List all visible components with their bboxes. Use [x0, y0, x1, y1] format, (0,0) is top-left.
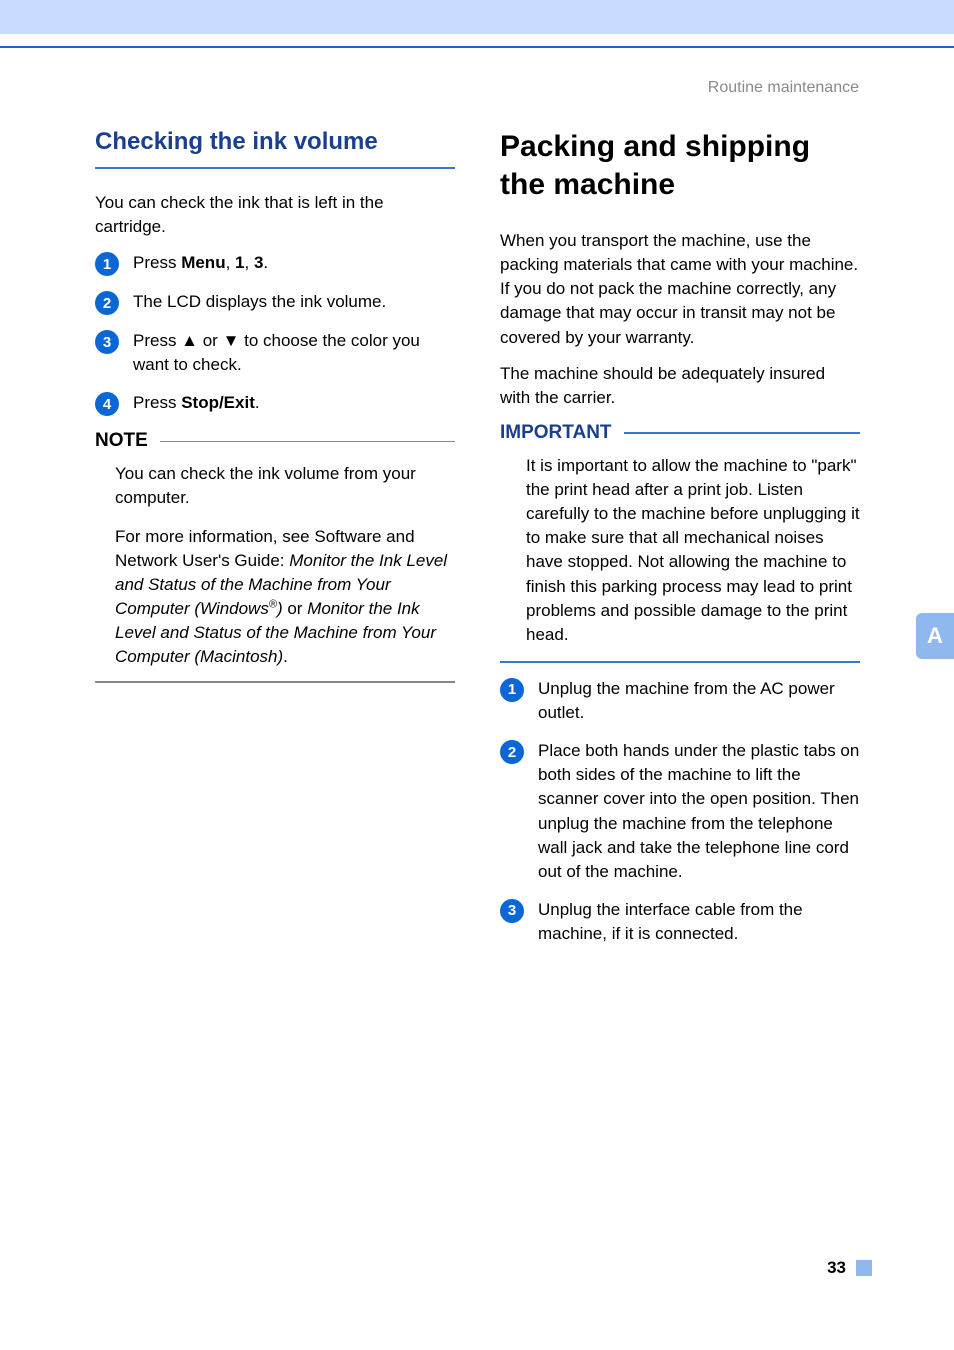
step-row: 3 Press ▲ or ▼ to choose the color you w…	[95, 329, 455, 377]
note-bottom-rule	[95, 681, 455, 683]
step-row: 1 Unplug the machine from the AC power o…	[500, 677, 860, 725]
step-row: 4 Press Stop/Exit.	[95, 391, 455, 416]
h1-packing: Packing and shipping the machine	[500, 128, 860, 203]
menu-key: 3	[254, 253, 263, 272]
step-text: Press Stop/Exit.	[133, 391, 455, 415]
step-text: Place both hands under the plastic tabs …	[538, 739, 860, 884]
menu-key: 1	[235, 253, 244, 272]
step-text: Press ▲ or ▼ to choose the color you wan…	[133, 329, 455, 377]
registered-mark: ®	[269, 598, 277, 610]
text-fragment: Press	[133, 393, 181, 412]
paragraph: The machine should be adequately insured…	[500, 362, 860, 410]
important-body: It is important to allow the machine to …	[500, 444, 860, 661]
page-number-row: 33	[827, 1258, 872, 1278]
text-fragment: ,	[245, 253, 254, 272]
step-bullet-icon: 3	[500, 899, 524, 923]
note-body: You can check the ink volume from your c…	[95, 452, 455, 681]
important-rule	[624, 432, 860, 434]
step-bullet-icon: 1	[500, 678, 524, 702]
text-fragment: .	[255, 393, 260, 412]
step-bullet-icon: 3	[95, 330, 119, 354]
important-title: IMPORTANT	[500, 422, 612, 444]
stop-exit-key: Stop/Exit	[181, 393, 255, 412]
right-column: Packing and shipping the machine When yo…	[500, 128, 860, 960]
page-corner-mark	[856, 1260, 872, 1276]
left-column: Checking the ink volume You can check th…	[95, 128, 455, 960]
step-row: 2 Place both hands under the plastic tab…	[500, 739, 860, 884]
note-paragraph: You can check the ink volume from your c…	[115, 462, 455, 510]
note-title: NOTE	[95, 430, 148, 452]
step-row: 3 Unplug the interface cable from the ma…	[500, 898, 860, 946]
note-header-row: NOTE	[95, 430, 455, 452]
text-fragment: Press	[133, 253, 181, 272]
page-number: 33	[827, 1258, 846, 1278]
paragraph: When you transport the machine, use the …	[500, 229, 860, 350]
step-bullet-icon: 4	[95, 392, 119, 416]
section-header: Routine maintenance	[708, 79, 859, 97]
text-fragment: .	[263, 253, 268, 272]
step-text: Press Menu, 1, 3.	[133, 251, 455, 275]
step-text: The LCD displays the ink volume.	[133, 290, 455, 314]
text-fragment: .	[283, 647, 288, 666]
right-steps: 1 Unplug the machine from the AC power o…	[500, 677, 860, 946]
step-row: 1 Press Menu, 1, 3.	[95, 251, 455, 276]
menu-key: Menu	[181, 253, 225, 272]
note-block: NOTE You can check the ink volume from y…	[95, 430, 455, 683]
text-fragment: or	[283, 599, 308, 618]
important-bottom-rule	[500, 661, 860, 663]
h2-checking-ink: Checking the ink volume	[95, 128, 455, 169]
step-row: 2 The LCD displays the ink volume.	[95, 290, 455, 315]
top-color-band	[0, 0, 954, 34]
step-text: Unplug the interface cable from the mach…	[538, 898, 860, 946]
left-steps: 1 Press Menu, 1, 3. 2 The LCD displays t…	[95, 251, 455, 416]
top-rule	[0, 46, 954, 48]
step-bullet-icon: 2	[500, 740, 524, 764]
step-bullet-icon: 1	[95, 252, 119, 276]
note-rule	[160, 441, 455, 443]
page: Routine maintenance Checking the ink vol…	[0, 0, 954, 1350]
side-tab-a: A	[916, 613, 954, 659]
text-fragment: ,	[226, 253, 235, 272]
intro-paragraph: You can check the ink that is left in th…	[95, 191, 455, 239]
content-columns: Checking the ink volume You can check th…	[95, 128, 860, 960]
important-header-row: IMPORTANT	[500, 422, 860, 444]
step-text: Unplug the machine from the AC power out…	[538, 677, 860, 725]
note-paragraph: For more information, see Software and N…	[115, 525, 455, 670]
step-bullet-icon: 2	[95, 291, 119, 315]
